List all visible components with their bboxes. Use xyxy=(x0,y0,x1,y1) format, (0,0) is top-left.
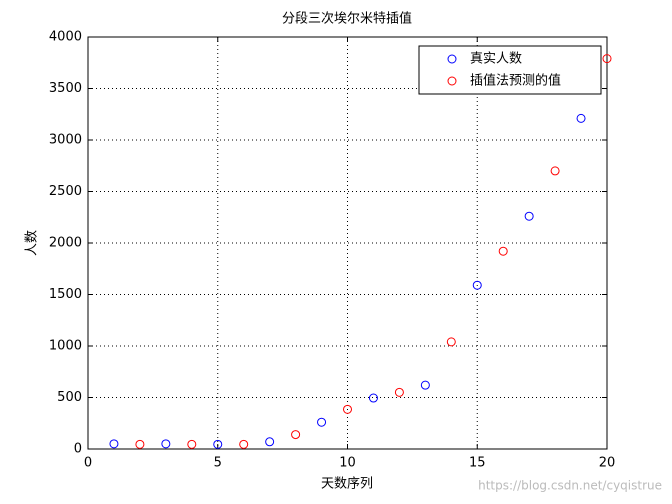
y-tick-label: 2000 xyxy=(49,236,82,251)
point xyxy=(420,380,430,390)
point xyxy=(368,393,378,403)
point xyxy=(550,166,560,176)
y-tick-label: 1500 xyxy=(49,287,82,302)
point xyxy=(187,439,197,449)
point xyxy=(446,337,456,347)
point xyxy=(498,246,508,256)
point xyxy=(394,387,404,397)
x-tick-label: 20 xyxy=(599,456,616,471)
point xyxy=(524,211,534,221)
point xyxy=(109,439,119,449)
legend-box xyxy=(418,45,602,95)
y-axis-label: 人数 xyxy=(25,230,40,256)
watermark: https://blog.csdn.net/cyqistrue xyxy=(478,479,662,493)
y-tick-label: 3500 xyxy=(49,81,82,96)
point xyxy=(135,439,145,449)
point xyxy=(602,54,612,64)
y-tick-label: 3000 xyxy=(49,133,82,148)
point xyxy=(161,439,171,449)
y-tick-label: 2500 xyxy=(49,184,82,199)
x-tick-label: 10 xyxy=(339,456,356,471)
point xyxy=(213,439,223,449)
y-tick-label: 0 xyxy=(74,442,82,457)
y-tick-label: 1000 xyxy=(49,339,82,354)
x-tick-label: 5 xyxy=(214,456,222,471)
point xyxy=(472,280,482,290)
chart-title: 分段三次埃尔米特插值 xyxy=(282,11,412,27)
point xyxy=(343,404,352,414)
point xyxy=(576,113,586,123)
y-tick-label: 4000 xyxy=(49,30,82,45)
point xyxy=(291,430,301,440)
legend-label: 插值法预测的值 xyxy=(470,73,561,89)
legend-marker xyxy=(447,54,457,64)
axes-box xyxy=(87,36,608,450)
legend-label: 真实人数 xyxy=(470,52,522,67)
point xyxy=(239,439,249,449)
point xyxy=(265,437,275,447)
legend-marker xyxy=(447,76,457,86)
x-tick-label: 15 xyxy=(469,456,486,471)
plot-area xyxy=(88,37,607,449)
y-tick-label: 500 xyxy=(57,390,82,405)
point xyxy=(317,417,327,427)
x-axis-label: 天数序列 xyxy=(321,477,373,492)
x-tick-label: 0 xyxy=(84,456,92,471)
